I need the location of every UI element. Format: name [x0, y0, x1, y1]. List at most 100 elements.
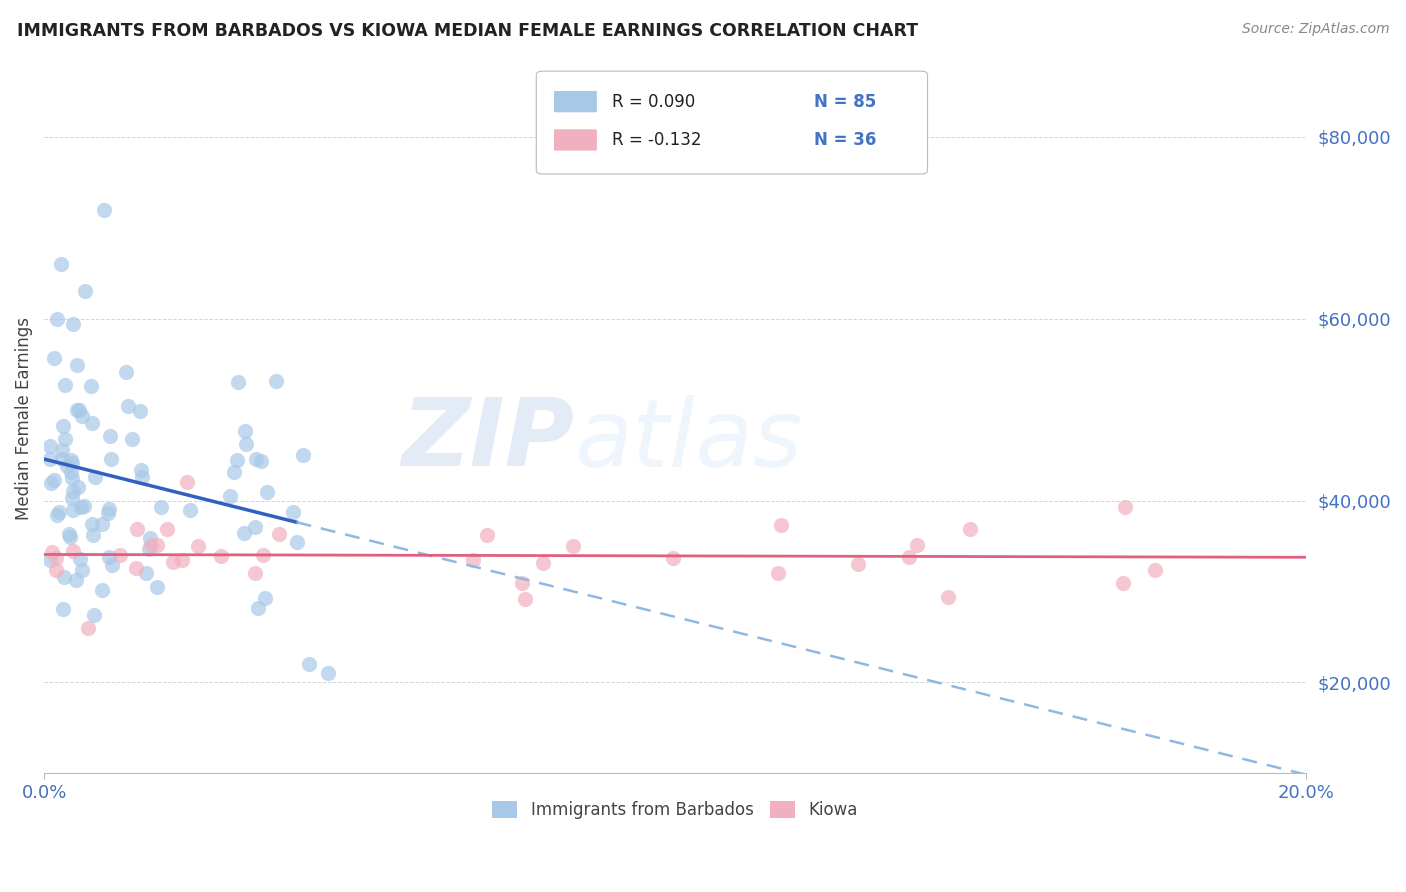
Text: Source: ZipAtlas.com: Source: ZipAtlas.com	[1241, 22, 1389, 37]
Point	[77, 621, 100, 635]
Point	[225, 453, 247, 467]
Point	[232, 526, 254, 541]
Point	[905, 538, 928, 552]
Point	[58, 527, 80, 541]
Point	[62, 318, 84, 332]
Point	[46, 508, 69, 522]
Text: IMMIGRANTS FROM BARBADOS VS KIOWA MEDIAN FEMALE EARNINGS CORRELATION CHART: IMMIGRANTS FROM BARBADOS VS KIOWA MEDIAN…	[17, 22, 918, 40]
Point	[316, 666, 339, 681]
Point	[53, 432, 76, 446]
Point	[52, 418, 75, 433]
Point	[846, 558, 869, 572]
Point	[141, 538, 163, 552]
Point	[959, 522, 981, 536]
Point	[176, 475, 198, 489]
Point	[42, 474, 65, 488]
Point	[1112, 575, 1135, 590]
Point	[60, 452, 83, 467]
Text: N = 85: N = 85	[814, 93, 876, 111]
Point	[291, 449, 314, 463]
Point	[298, 657, 321, 672]
Point	[108, 548, 131, 562]
Point	[39, 439, 62, 453]
Point	[60, 465, 83, 479]
Point	[72, 409, 94, 423]
Point	[72, 563, 94, 577]
Point	[179, 503, 201, 517]
Point	[510, 576, 533, 591]
Point	[162, 555, 184, 569]
Text: N = 36: N = 36	[814, 131, 876, 149]
Point	[83, 607, 105, 622]
Point	[44, 351, 66, 365]
Point	[48, 505, 70, 519]
Point	[60, 456, 83, 470]
Point	[131, 469, 153, 483]
Point	[62, 503, 84, 517]
Point	[91, 583, 114, 598]
Point	[209, 549, 232, 563]
Point	[53, 377, 76, 392]
Point	[662, 551, 685, 566]
Text: ZIP: ZIP	[401, 394, 574, 486]
Point	[66, 402, 89, 417]
Point	[267, 526, 290, 541]
Point	[1144, 563, 1167, 577]
Point	[80, 379, 103, 393]
Point	[49, 257, 72, 271]
Point	[46, 311, 69, 326]
Point	[59, 530, 82, 544]
Point	[285, 534, 308, 549]
Point	[531, 556, 554, 570]
Point	[156, 522, 179, 536]
Point	[770, 518, 793, 533]
Point	[100, 558, 122, 572]
Point	[515, 592, 537, 607]
Point	[80, 416, 103, 430]
Point	[243, 520, 266, 534]
Point	[253, 591, 276, 606]
Point	[97, 549, 120, 564]
Point	[60, 471, 83, 485]
Point	[146, 538, 169, 552]
Point	[768, 566, 790, 581]
Point	[98, 502, 121, 516]
Point	[66, 358, 89, 372]
Point	[39, 476, 62, 491]
Point	[235, 437, 257, 451]
FancyBboxPatch shape	[554, 129, 598, 151]
Point	[135, 566, 157, 580]
FancyBboxPatch shape	[536, 71, 928, 174]
Point	[52, 602, 75, 616]
Y-axis label: Median Female Earnings: Median Female Earnings	[15, 318, 32, 520]
Point	[250, 454, 273, 468]
Point	[187, 539, 209, 553]
Point	[70, 500, 93, 514]
Point	[256, 485, 278, 500]
Text: R = -0.132: R = -0.132	[612, 131, 702, 149]
Point	[82, 528, 104, 542]
Point	[562, 539, 585, 553]
Point	[170, 553, 193, 567]
Point	[55, 458, 77, 473]
Point	[45, 550, 67, 565]
Point	[90, 517, 112, 532]
Point	[283, 505, 305, 519]
Point	[243, 566, 266, 581]
Point	[233, 425, 256, 439]
Point	[228, 375, 250, 389]
Point	[98, 429, 121, 443]
Point	[1114, 500, 1136, 514]
Point	[67, 403, 90, 417]
Point	[117, 399, 139, 413]
Point	[45, 563, 67, 577]
Point	[219, 489, 242, 503]
Point	[936, 590, 959, 604]
Point	[62, 484, 84, 499]
Point	[80, 516, 103, 531]
Point	[461, 553, 484, 567]
Point	[62, 544, 84, 558]
Point	[114, 365, 136, 379]
Point	[39, 452, 62, 467]
Point	[41, 544, 63, 558]
